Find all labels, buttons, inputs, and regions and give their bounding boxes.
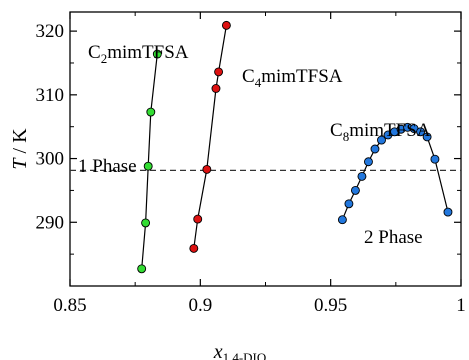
series-label-c8: C8mimTFSA: [330, 120, 431, 144]
annotation-one-phase: 1 Phase: [78, 156, 137, 177]
data-point: [350, 185, 360, 195]
x-tick-label: 1: [456, 295, 466, 316]
series-line: [193, 25, 227, 249]
series-layer: [137, 20, 453, 274]
data-point: [364, 157, 373, 167]
x-tick-label: 0.85: [53, 295, 86, 316]
y-axis-title: T / K: [9, 128, 31, 170]
data-point: [214, 67, 224, 77]
series-1: [137, 49, 162, 274]
series-label-c4: C4mimTFSA: [242, 66, 343, 90]
series-2: [189, 20, 231, 253]
series-line: [341, 126, 449, 220]
y-tick-label: 310: [36, 85, 65, 106]
y-tick-label: 290: [36, 212, 65, 233]
axis-ticks: 0.85 0.9 0.95 1 290 300 310 320: [36, 12, 466, 316]
data-point: [377, 135, 386, 145]
series-3: [337, 122, 453, 225]
y-tick-label: 300: [36, 149, 65, 170]
label-layer: C2mimTFSA C4mimTFSA C8mimTFSA 1 Phase 2 …: [9, 42, 431, 360]
x-axis-title: x1,4-DIO: [213, 341, 267, 360]
data-point: [211, 84, 221, 93]
data-point: [146, 107, 156, 117]
data-point: [344, 199, 354, 209]
data-point: [189, 243, 199, 253]
data-point: [221, 20, 231, 30]
annotation-two-phase: 2 Phase: [364, 227, 423, 248]
data-point: [137, 264, 147, 274]
data-point: [416, 127, 426, 137]
data-point: [422, 132, 432, 142]
data-point: [141, 218, 151, 228]
series-label-c2: C2mimTFSA: [88, 42, 189, 66]
data-point: [152, 49, 162, 59]
data-point: [143, 161, 153, 171]
y-tick-label: 320: [36, 21, 65, 42]
data-point: [443, 207, 453, 217]
data-point: [357, 171, 367, 181]
data-point: [337, 215, 347, 225]
data-point: [202, 164, 212, 174]
x-tick-label: 0.95: [314, 295, 347, 316]
x-tick-label: 0.9: [188, 295, 212, 316]
data-point: [430, 154, 440, 164]
data-point: [193, 214, 203, 224]
series-line: [141, 54, 158, 269]
data-point: [370, 144, 380, 154]
